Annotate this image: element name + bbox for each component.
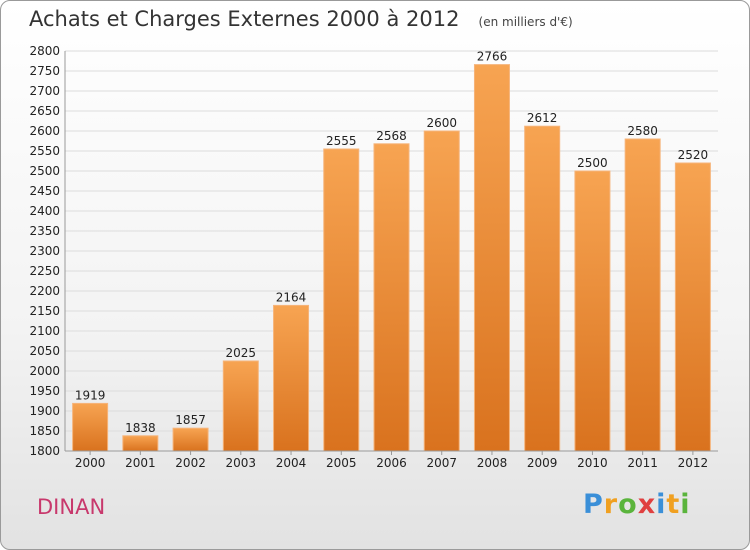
bar [423,130,460,452]
bar [524,125,561,452]
logo-letter: x [637,489,657,520]
x-tick-label: 2005 [326,456,357,470]
logo-letter: r [603,489,619,520]
bar [273,304,310,452]
data-label: 2766 [477,50,508,64]
y-tick-label: 2000 [29,364,60,378]
y-tick-label: 2200 [29,284,60,298]
bar [574,170,611,452]
axis-layer: 1800 1850 1900 1950 2000 2050 2100 2150 2200 2250… [29,44,718,470]
data-label: 1857 [175,413,206,427]
logo-letter: P [583,489,604,520]
chart-title: Achats et Charges Externes 2000 à 2012 [29,7,460,31]
data-label: 2520 [678,148,709,162]
bar [323,148,360,452]
y-tick-label: 2150 [29,304,60,318]
bar [473,64,510,452]
y-tick-label: 2550 [29,144,60,158]
data-label: 2025 [226,346,257,360]
y-tick-label: 2500 [29,164,60,178]
city-name: DINAN [37,495,106,519]
data-label: 1838 [125,421,156,435]
x-tick-label: 2008 [477,456,508,470]
x-tick-label: 2012 [678,456,709,470]
x-tick-label: 2006 [376,456,407,470]
y-tick-label: 2350 [29,224,60,238]
bar [72,402,109,452]
data-label: 2612 [527,111,558,125]
x-tick-label: 2001 [125,456,156,470]
logo-letter: t [666,489,681,520]
bar [373,143,410,452]
y-tick-label: 2400 [29,204,60,218]
data-label: 1919 [75,388,106,402]
data-label: 2600 [426,116,457,130]
y-tick-label: 2650 [29,104,60,118]
x-tick-label: 2004 [276,456,307,470]
logo-letter: o [618,489,638,520]
y-tick-label: 1950 [29,384,60,398]
y-tick-label: 2050 [29,344,60,358]
logo-letter: i [656,489,667,520]
y-tick-label: 1850 [29,424,60,438]
proxiti-logo: Proxiti [583,489,691,520]
y-tick-label: 2450 [29,184,60,198]
bar-layer [72,64,711,452]
data-label: 2568 [376,129,407,143]
x-tick-label: 2009 [527,456,558,470]
x-tick-label: 2010 [577,456,608,470]
bar [222,360,259,452]
x-tick-label: 2003 [226,456,257,470]
y-tick-label: 2750 [29,64,60,78]
bar [172,427,209,452]
data-label: 2555 [326,134,357,148]
y-tick-label: 2300 [29,244,60,258]
data-label: 2164 [276,290,307,304]
y-tick-label: 1900 [29,404,60,418]
y-tick-label: 2600 [29,124,60,138]
data-label: 2500 [577,156,608,170]
bar [122,435,159,452]
x-tick-label: 2002 [175,456,206,470]
bar [674,162,711,452]
data-label: 2580 [627,124,658,138]
x-tick-label: 2007 [426,456,457,470]
bar [624,138,661,452]
y-tick-label: 1800 [29,444,60,458]
title-row: Achats et Charges Externes 2000 à 2012 (… [29,7,573,31]
x-tick-label: 2000 [75,456,106,470]
y-tick-label: 2100 [29,324,60,338]
chart-subtitle: (en milliers d'€) [478,15,573,29]
y-tick-label: 2700 [29,84,60,98]
logo-letter: i [680,489,691,520]
y-tick-label: 2800 [29,44,60,58]
x-tick-label: 2011 [627,456,658,470]
y-tick-label: 2250 [29,264,60,278]
